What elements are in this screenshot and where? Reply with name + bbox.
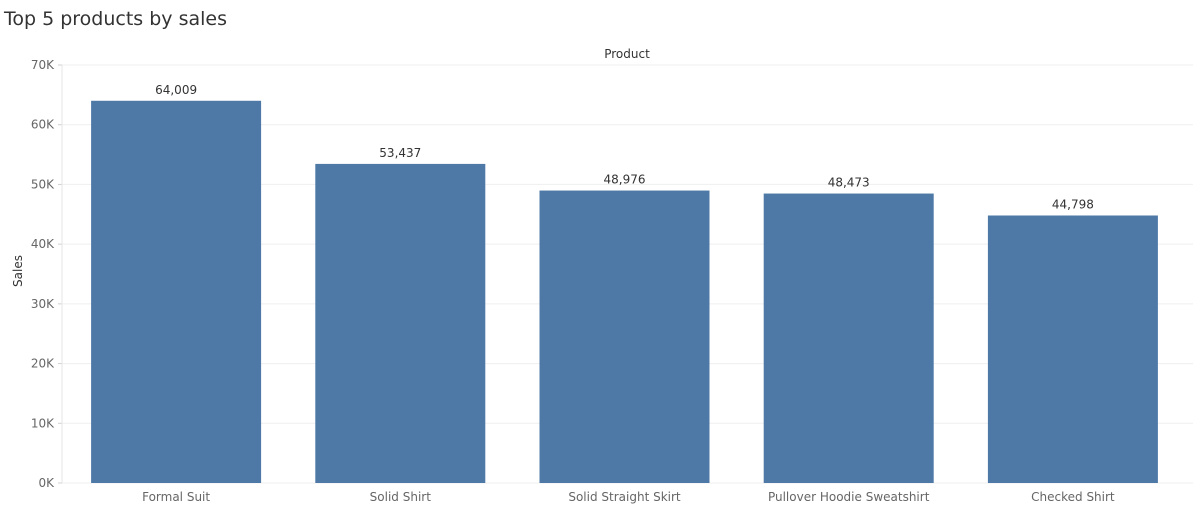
y-tick-label: 30K bbox=[31, 297, 55, 311]
bar-formal-suit[interactable] bbox=[91, 100, 262, 483]
bar-checked-shirt[interactable] bbox=[987, 215, 1158, 483]
y-tick-label: 20K bbox=[31, 357, 55, 371]
chart-title: Top 5 products by sales bbox=[4, 8, 227, 30]
bar-solid-shirt[interactable] bbox=[315, 163, 486, 483]
x-tick-label: Checked Shirt bbox=[1031, 490, 1115, 504]
y-tick-label: 60K bbox=[31, 118, 55, 132]
x-axis-title: Product bbox=[604, 47, 650, 61]
x-tick-label: Solid Shirt bbox=[370, 490, 432, 504]
y-axis-title: Sales bbox=[11, 255, 25, 287]
data-label: 48,473 bbox=[828, 176, 870, 190]
data-labels: 64,009 53,437 48,976 48,473 44,798 bbox=[155, 83, 1094, 212]
y-tick-label: 0K bbox=[38, 476, 55, 490]
data-label: 48,976 bbox=[604, 173, 646, 187]
data-label: 44,798 bbox=[1052, 197, 1094, 211]
bars bbox=[91, 100, 1158, 483]
x-tick-label: Pullover Hoodie Sweatshirt bbox=[768, 490, 930, 504]
x-tick-label: Solid Straight Skirt bbox=[568, 490, 681, 504]
y-tick-label: 70K bbox=[31, 58, 55, 72]
bar-pullover-hoodie-sweatshirt[interactable] bbox=[763, 193, 934, 483]
data-label: 53,437 bbox=[379, 146, 421, 160]
x-tick-label: Formal Suit bbox=[142, 490, 210, 504]
axes: 0K 10K 20K 30K 40K 50K 60K 70K Formal Suit Solid … bbox=[31, 58, 1115, 504]
bar-solid-straight-skirt[interactable] bbox=[539, 190, 710, 483]
y-tick-label: 40K bbox=[31, 237, 55, 251]
y-tick-label: 10K bbox=[31, 416, 55, 430]
data-label: 64,009 bbox=[155, 83, 197, 97]
y-tick-label: 50K bbox=[31, 177, 55, 191]
